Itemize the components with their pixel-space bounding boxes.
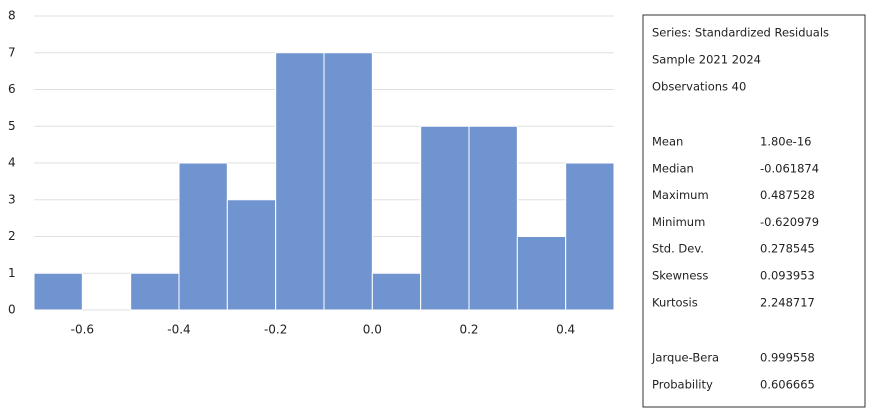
stat-value: 0.606665: [760, 377, 815, 391]
x-tick-label: 0.2: [459, 323, 478, 337]
bar: [275, 52, 325, 311]
info-line: Series: Standardized Residuals: [652, 26, 829, 40]
y-tick-label: 6: [8, 82, 16, 96]
x-tick-label: -0.4: [167, 323, 190, 337]
bar: [178, 162, 228, 311]
bar: [516, 236, 567, 311]
info-line: Sample 2021 2024: [652, 53, 761, 67]
stat-label: Maximum: [652, 188, 709, 202]
stat-label: Minimum: [652, 215, 705, 229]
stat-value: 0.278545: [760, 242, 815, 256]
bar: [468, 125, 518, 311]
y-tick-label: 3: [8, 192, 16, 206]
y-tick-label: 1: [8, 266, 16, 280]
y-tick-label: 8: [8, 9, 16, 23]
bar: [371, 272, 422, 311]
x-tick-label: -0.6: [71, 323, 94, 337]
info-line: Observations 40: [652, 80, 746, 94]
stat-value: 0.487528: [760, 188, 815, 202]
y-tick-label: 4: [8, 156, 16, 170]
bar: [33, 272, 83, 311]
x-tick-label: 0.0: [363, 323, 382, 337]
stat-value: 0.093953: [760, 269, 815, 283]
y-tick-label: 7: [8, 45, 16, 59]
stat-label: Kurtosis: [652, 295, 698, 309]
bar: [226, 199, 277, 311]
x-tick-label: 0.4: [556, 323, 575, 337]
stat-label: Std. Dev.: [652, 242, 704, 256]
stat-label: Median: [652, 161, 694, 175]
stat-label: Skewness: [652, 269, 708, 283]
stat-value: -0.061874: [760, 161, 819, 175]
stat-value: 1.80e-16: [760, 135, 811, 149]
stat-value: -0.620979: [760, 215, 819, 229]
bar: [323, 52, 373, 311]
stats-box: [642, 14, 866, 408]
stat-value: 0.999558: [760, 351, 815, 365]
bar: [130, 272, 180, 311]
y-tick-label: 0: [8, 303, 16, 317]
bar: [565, 162, 615, 311]
stat-label: Jarque-Bera: [651, 351, 719, 365]
x-tick-label: -0.2: [264, 323, 287, 337]
y-tick-label: 2: [8, 229, 16, 243]
y-tick-label: 5: [8, 119, 16, 133]
stat-value: 2.248717: [760, 295, 815, 309]
bar: [420, 125, 470, 311]
stat-label: Mean: [652, 135, 683, 149]
stat-label: Probability: [652, 377, 713, 391]
